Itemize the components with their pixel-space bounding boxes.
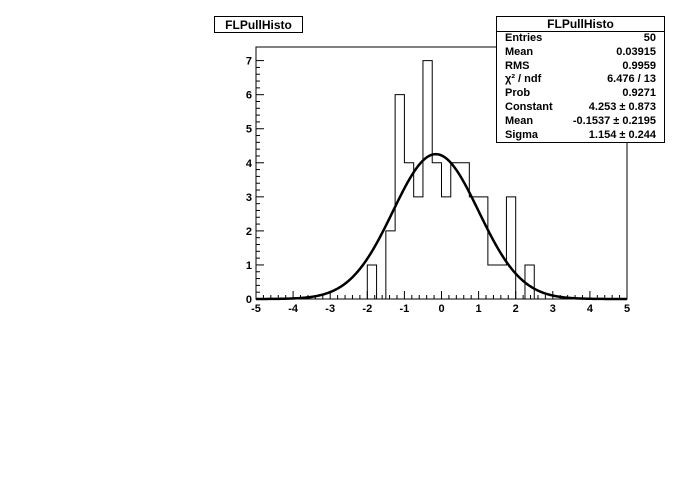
stats-row-name: Constant: [505, 100, 553, 113]
stats-row-value: 4.253 ± 0.873: [588, 100, 656, 113]
x-tick-label: 0: [438, 303, 444, 315]
stats-rows: Entries 50 Mean 0.03915 RMS 0.9959 χ² / ndf 6.4…: [497, 32, 664, 142]
y-tick-label: 5: [246, 124, 252, 136]
x-tick-label: -4: [288, 303, 299, 315]
stats-row: RMS 0.9959: [497, 60, 664, 74]
stats-row-value: 6.476 / 13: [607, 73, 656, 86]
stats-row: Prob 0.9271: [497, 87, 664, 101]
stats-row-value: 0.03915: [616, 45, 656, 58]
stats-row: Sigma 1.154 ± 0.244: [497, 129, 664, 143]
stats-row-name: χ² / ndf: [505, 73, 542, 86]
stats-row-name: Prob: [505, 87, 531, 100]
histogram-bars: [256, 60, 627, 300]
x-tick-label: -1: [400, 303, 410, 315]
stats-row-name: Mean: [505, 45, 534, 58]
stats-row-name: Sigma: [505, 128, 539, 141]
x-tick-label: 2: [513, 303, 519, 315]
tick-labels: -5 -4 -3 -2 -1 0 1 2 3 4 5 0 1 2 3 4 5 6 7: [246, 56, 630, 315]
y-tick-label: 7: [246, 56, 252, 68]
stats-box: FLPullHisto Entries 50 Mean 0.03915 RMS 0.995…: [496, 16, 665, 143]
x-tick-label: -5: [251, 303, 261, 315]
stats-title: FLPullHisto: [497, 17, 664, 32]
y-tick-label: 0: [246, 294, 252, 306]
x-tick-label: -3: [325, 303, 335, 315]
x-tick-label: 1: [476, 303, 482, 315]
y-tick-label: 2: [246, 226, 252, 238]
stats-row: Mean -0.1537 ± 0.2195: [497, 115, 664, 129]
stats-row: Entries 50: [497, 32, 664, 46]
gaussian-fit-curve: [256, 152, 627, 301]
stats-row: Constant 4.253 ± 0.873: [497, 101, 664, 115]
y-tick-label: 4: [246, 158, 253, 170]
x-tick-label: -2: [362, 303, 372, 315]
y-tick-label: 6: [246, 90, 252, 102]
stats-row-name: RMS: [505, 59, 530, 72]
histogram-title: FLPullHisto: [214, 16, 303, 33]
stats-row-value: 0.9271: [622, 87, 656, 100]
x-tick-label: 4: [587, 303, 594, 315]
x-tick-label: 3: [550, 303, 556, 315]
x-tick-label: 5: [624, 303, 630, 315]
y-tick-label: 3: [246, 192, 252, 204]
stats-row-value: -0.1537 ± 0.2195: [572, 114, 656, 127]
stats-row-name: Entries: [505, 32, 543, 44]
stats-row: χ² / ndf 6.476 / 13: [497, 73, 664, 87]
stats-row-value: 0.9959: [622, 59, 656, 72]
stats-row: Mean 0.03915: [497, 46, 664, 60]
stats-row-name: Mean: [505, 114, 534, 127]
stats-row-value: 50: [643, 32, 656, 44]
stats-row-value: 1.154 ± 0.244: [588, 128, 656, 141]
y-tick-label: 1: [246, 260, 252, 272]
